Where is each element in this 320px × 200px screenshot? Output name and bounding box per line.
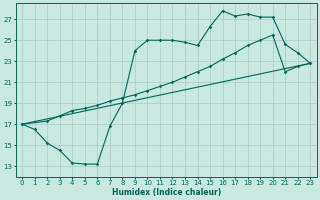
X-axis label: Humidex (Indice chaleur): Humidex (Indice chaleur) xyxy=(112,188,221,197)
